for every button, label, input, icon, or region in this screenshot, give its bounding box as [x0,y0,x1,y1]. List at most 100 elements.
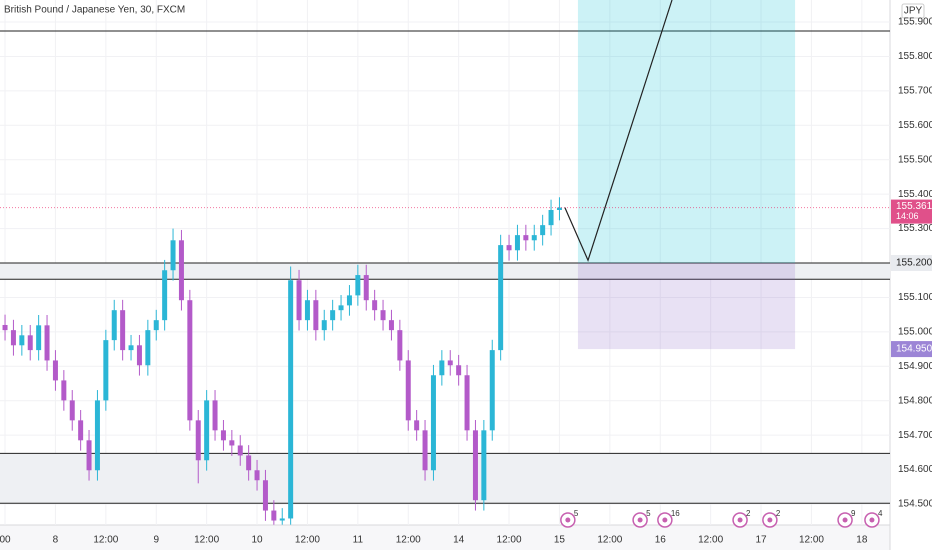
candle-body [153,320,159,331]
y-tick-label: 154.700 [898,430,932,441]
candle-body [262,480,268,511]
y-tick-label: 154.900 [898,361,932,372]
candle-body [556,207,562,210]
candle-body [472,430,478,501]
entry-label: 155.200 [896,258,932,269]
event-count: 4 [878,509,883,518]
candle-body [296,280,302,321]
candle-body [111,310,117,341]
stop-label: 154.950 [896,344,932,355]
candle-body [363,275,369,301]
candle-body [355,275,361,296]
y-tick-label: 155.400 [898,189,932,200]
candle-body [195,420,201,461]
candle-body [372,300,378,311]
event-dot [767,517,773,523]
candle-body [338,305,344,311]
candle-body [330,310,336,321]
candle-body [414,420,420,431]
x-axis-panel [0,525,890,550]
candle-body [2,324,8,331]
candle-body [430,375,436,471]
candle-body [27,335,33,351]
candle-body [187,300,193,421]
event-dot [842,517,848,523]
stop-label-bg [891,341,932,358]
y-tick-label: 155.300 [898,223,932,234]
candle-body [506,245,512,251]
candle-body [229,440,235,446]
event-count: 2 [776,509,781,518]
event-dot [662,517,668,523]
candle-body [456,365,462,376]
x-tick-label: 12:00 [799,535,824,546]
x-tick-label: 16 [655,535,667,546]
candle-body [548,210,554,226]
x-tick-label: 12:00 [497,535,522,546]
candle-body [94,400,100,471]
currency-box [901,3,925,19]
event-count: 16 [671,509,680,518]
event-dot [869,517,875,523]
event-dot [637,517,643,523]
candle-body [405,360,411,421]
candle-body [36,325,42,351]
currency: JPY [904,6,923,17]
x-tick-label: 11 [353,535,364,546]
candle-body [439,360,445,376]
x-tick-label: 12:00 [295,535,320,546]
candle-body [447,360,453,366]
plot-area [0,0,890,525]
candle-body [61,380,67,401]
candle-body [531,235,537,241]
candle-body [523,235,529,241]
candle-body [220,430,226,441]
candle-body [170,240,176,271]
candle-body [346,295,352,306]
x-tick-label: 12:00 [93,535,118,546]
candle-body [397,330,403,361]
x-tick-label: 9 [153,535,159,546]
x-tick-label: 12:00 [698,535,723,546]
candle-body [388,320,394,331]
candle-body [304,300,310,321]
candle-body [540,225,546,236]
candle-body [204,400,210,461]
y-tick-label: 155.500 [898,154,932,165]
candle-body [254,470,260,481]
zone [0,453,890,504]
candle-body [86,440,92,471]
candle-body [271,510,277,521]
candle-body [103,340,109,401]
y-tick-label: 154.600 [898,464,932,475]
y-tick-label: 154.800 [898,395,932,406]
y-tick-label: 155.000 [898,327,932,338]
loss-zone [577,263,796,350]
chart-title: British Pound / Japanese Yen, 30, FXCM [4,5,185,16]
y-tick-label: 154.500 [898,499,932,510]
candle-body [422,430,428,471]
x-tick-label: 12:00 [597,535,622,546]
candle-body [514,235,520,251]
event-count: 5 [574,509,579,518]
candle-body [145,330,151,366]
y-tick-label: 155.700 [898,86,932,97]
candle-body [69,400,75,421]
x-tick-label: 15 [554,535,566,546]
y-tick-label: 155.900 [898,17,932,28]
candle-body [489,350,495,431]
candle-body [44,325,50,361]
y-tick-label: 155.100 [898,292,932,303]
entry-label-bg [891,255,932,272]
profit-zone [577,0,796,264]
x-tick-label: 14 [453,535,465,546]
candle-body [19,335,25,346]
last-price-label: 155.361 [896,201,932,212]
candle-body [212,400,218,431]
event-count: 9 [851,509,856,518]
candle-body [78,420,84,441]
projection-line [564,0,673,262]
candle-body [464,375,470,431]
event-dot [565,517,571,523]
